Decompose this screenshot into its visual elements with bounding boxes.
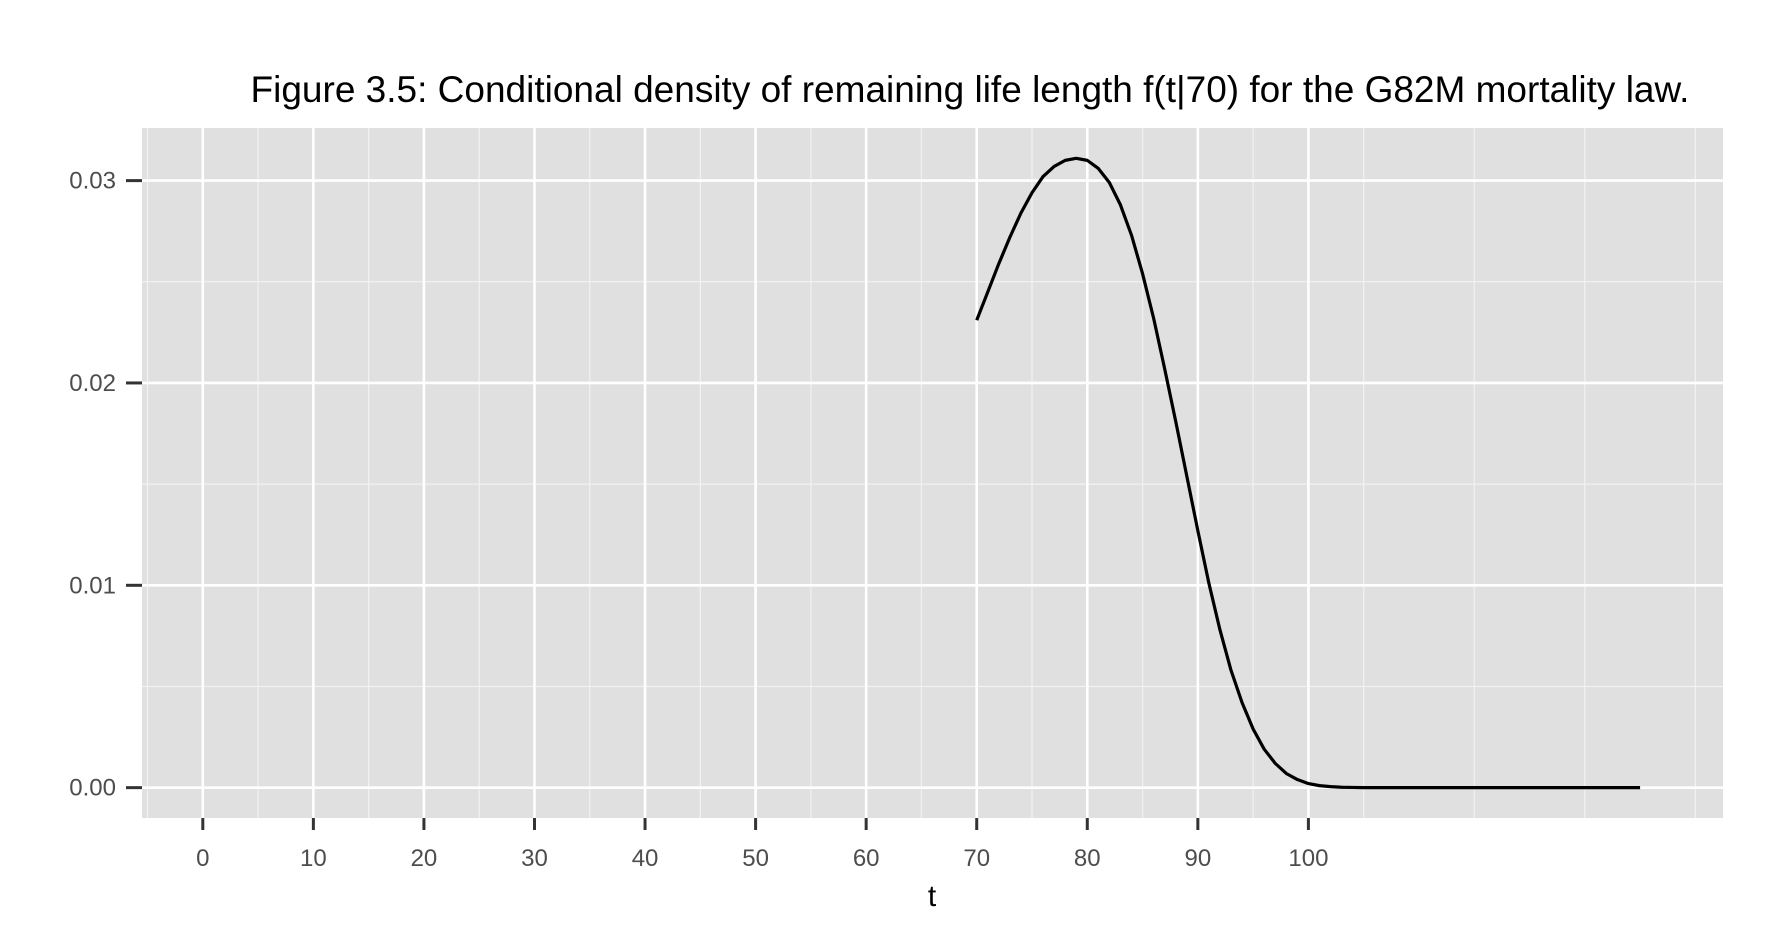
x-tick-label: 70 [963,845,990,872]
grid-major [142,128,1723,818]
x-tick-label: 100 [1288,845,1328,872]
plot-panel [142,128,1723,818]
y-axis: 0.00 0.01 0.02 0.03 [69,168,142,802]
x-tick-label: 40 [632,845,659,872]
y-tick-label: 0.02 [69,370,116,397]
density-line [975,156,1641,790]
y-tick-label: 0.01 [69,572,116,599]
x-tick-label: 0 [196,845,209,872]
x-tick-label: 20 [411,845,438,872]
x-axis: 0 10 20 30 40 50 60 70 80 90 100 [196,818,1328,872]
series-layer [975,156,1641,790]
x-tick-label: 90 [1184,845,1211,872]
x-tick-label: 50 [742,845,769,872]
x-tick-label: 80 [1074,845,1101,872]
x-tick-label: 60 [853,845,880,872]
y-tick-label: 0.00 [69,775,116,802]
grid-minor [142,128,1723,818]
x-axis-title: t [928,880,937,913]
y-tick-label: 0.03 [69,168,116,195]
x-tick-label: 30 [521,845,548,872]
chart-title: Figure 3.5: Conditional density of remai… [251,69,1690,110]
x-tick-label: 10 [300,845,327,872]
